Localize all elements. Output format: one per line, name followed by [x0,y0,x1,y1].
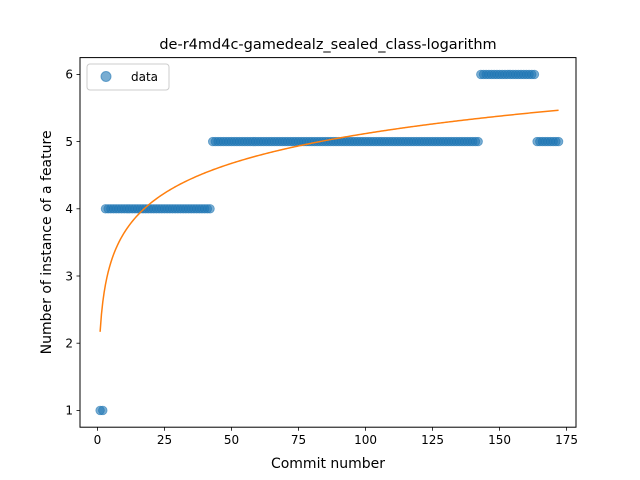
x-tick-label: 125 [421,433,444,447]
axes-frame [79,57,577,428]
x-tick-label: 150 [488,433,511,447]
data-point [553,136,564,147]
x-tick-label: 100 [354,433,377,447]
data-point [205,204,215,214]
x-axis-ticks: 0 25 50 75 100 125 150 175 [94,427,578,447]
plot-area [95,69,564,416]
y-tick-label: 3 [65,269,73,283]
chart-title: de-r4md4c-gamedealz_sealed_class-logarit… [159,37,496,53]
y-tick-label: 4 [65,202,73,216]
x-tick-label: 175 [555,433,578,447]
data-point [529,69,540,80]
scatter-points [95,69,564,416]
data-point [98,405,108,416]
fit-line-path [99,109,559,332]
y-tick-label: 1 [65,404,73,418]
y-axis-ticks: 1 2 3 4 5 6 [65,68,80,418]
y-tick-label: 5 [65,135,73,149]
fit-line [99,109,559,332]
legend-entry-data: data [131,70,158,84]
x-tick-label: 50 [224,433,239,447]
legend-box [86,63,170,91]
y-tick-label: 6 [65,68,73,82]
y-tick-label: 2 [65,337,73,351]
x-tick-label: 25 [157,433,172,447]
x-tick-label: 75 [291,433,306,447]
x-tick-label: 0 [94,433,102,447]
x-axis-label: Commit number [271,456,385,472]
legend: data [86,63,170,91]
legend-marker [100,71,112,82]
y-axis-label: Number of instance of a feature [39,130,55,354]
data-point [473,136,483,147]
